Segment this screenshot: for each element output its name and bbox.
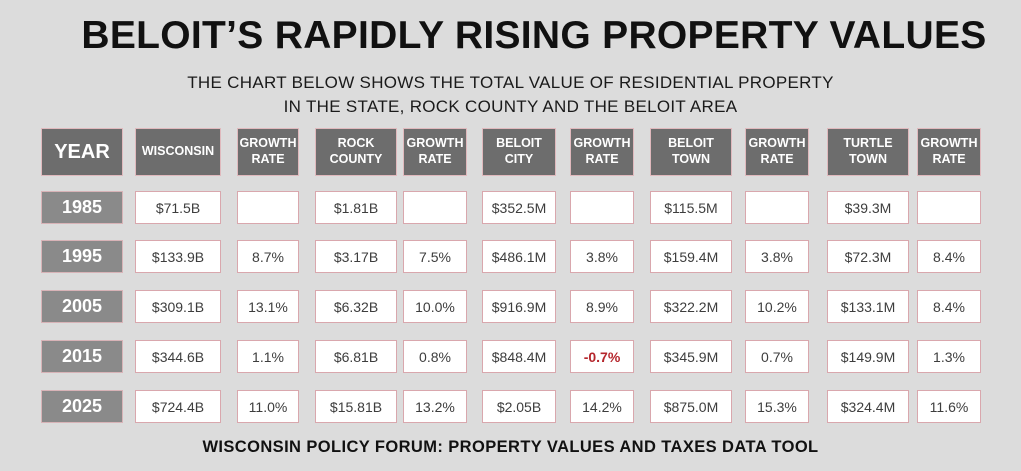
value-cell-rock-county-growth: 10.0% [403,290,467,323]
header-rock-county-growth: GROWTH RATE [403,128,467,176]
value-cell-rock-county: $1.81B [315,191,397,224]
year-cell: 2015 [41,340,123,373]
value-cell-beloit-city: $2.05B [482,390,556,423]
value-cell-wisconsin: $309.1B [135,290,221,323]
value-cell-beloit-city: $848.4M [482,340,556,373]
value-cell-rock-county-growth: 13.2% [403,390,467,423]
year-cell: 2025 [41,390,123,423]
value-cell-beloit-city: $916.9M [482,290,556,323]
value-cell-wisconsin-growth [237,191,299,224]
value-cell-wisconsin: $71.5B [135,191,221,224]
value-cell-wisconsin: $133.9B [135,240,221,273]
header-beloit-town-growth: GROWTH RATE [745,128,809,176]
value-cell-beloit-town: $115.5M [650,191,732,224]
value-cell-turtle-town-growth: 8.4% [917,290,981,323]
value-cell-rock-county: $6.81B [315,340,397,373]
year-cell: 1995 [41,240,123,273]
value-cell-beloit-city-growth: 3.8% [570,240,634,273]
value-cell-beloit-town-growth [745,191,809,224]
header-wisconsin-growth: GROWTH RATE [237,128,299,176]
header-turtle-town: TURTLE TOWN [827,128,909,176]
value-cell-beloit-city-growth [570,191,634,224]
value-cell-turtle-town: $39.3M [827,191,909,224]
value-cell-rock-county: $3.17B [315,240,397,273]
year-cell: 1985 [41,191,123,224]
page-title: BELOIT’S RAPIDLY RISING PROPERTY VALUES [81,14,987,57]
subtitle-line-1: THE CHART BELOW SHOWS THE TOTAL VALUE OF… [187,73,834,92]
value-cell-turtle-town: $133.1M [827,290,909,323]
value-cell-beloit-town: $875.0M [650,390,732,423]
value-cell-wisconsin-growth: 11.0% [237,390,299,423]
value-cell-beloit-city: $352.5M [482,191,556,224]
value-cell-rock-county-growth [403,191,467,224]
value-cell-rock-county-growth: 7.5% [403,240,467,273]
year-cell: 2005 [41,290,123,323]
header-turtle-town-growth: GROWTH RATE [917,128,981,176]
value-cell-beloit-town: $322.2M [650,290,732,323]
value-cell-beloit-town: $345.9M [650,340,732,373]
header-beloit-town: BELOIT TOWN [650,128,732,176]
header-rock-county: ROCK COUNTY [315,128,397,176]
value-cell-beloit-city-growth: -0.7% [570,340,634,373]
value-cell-turtle-town: $149.9M [827,340,909,373]
value-cell-beloit-city-growth: 8.9% [570,290,634,323]
header-year: YEAR [41,128,123,176]
header-wisconsin: WISCONSIN [135,128,221,176]
value-cell-rock-county: $15.81B [315,390,397,423]
value-cell-beloit-city: $486.1M [482,240,556,273]
value-cell-wisconsin-growth: 13.1% [237,290,299,323]
value-cell-rock-county-growth: 0.8% [403,340,467,373]
value-cell-beloit-city-growth: 14.2% [570,390,634,423]
value-cell-beloit-town-growth: 10.2% [745,290,809,323]
value-cell-beloit-town-growth: 3.8% [745,240,809,273]
value-cell-beloit-town-growth: 0.7% [745,340,809,373]
value-cell-wisconsin-growth: 8.7% [237,240,299,273]
subtitle-line-2: IN THE STATE, ROCK COUNTY AND THE BELOIT… [283,97,738,116]
header-beloit-city-growth: GROWTH RATE [570,128,634,176]
value-cell-beloit-town-growth: 15.3% [745,390,809,423]
value-cell-rock-county: $6.32B [315,290,397,323]
value-cell-wisconsin-growth: 1.1% [237,340,299,373]
header-beloit-city: BELOIT CITY [482,128,556,176]
value-cell-beloit-town: $159.4M [650,240,732,273]
value-cell-turtle-town-growth: 1.3% [917,340,981,373]
value-cell-wisconsin: $724.4B [135,390,221,423]
value-cell-turtle-town-growth: 8.4% [917,240,981,273]
value-cell-turtle-town-growth [917,191,981,224]
value-cell-turtle-town-growth: 11.6% [917,390,981,423]
value-cell-turtle-town: $324.4M [827,390,909,423]
value-cell-wisconsin: $344.6B [135,340,221,373]
source-footer: WISCONSIN POLICY FORUM: PROPERTY VALUES … [202,438,819,456]
value-cell-turtle-town: $72.3M [827,240,909,273]
